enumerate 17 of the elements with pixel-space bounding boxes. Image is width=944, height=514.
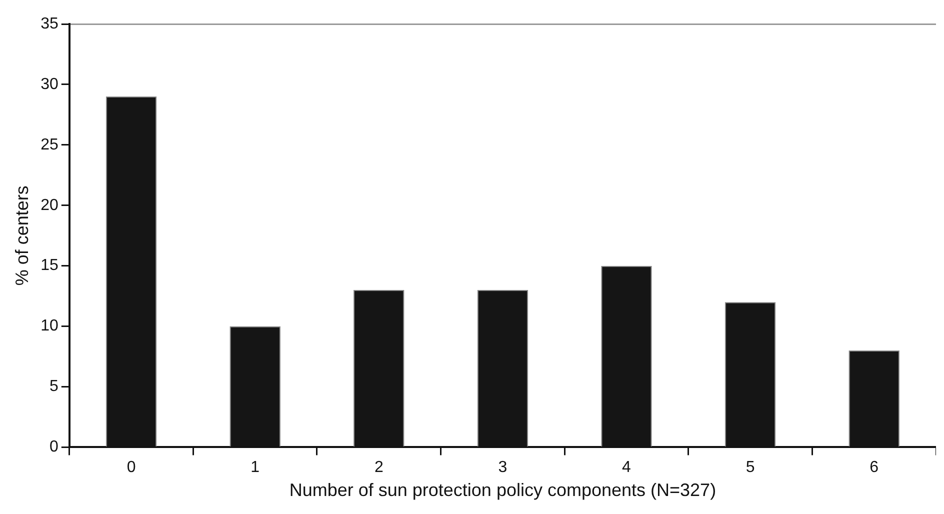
- y-tick-label: 5: [49, 378, 58, 396]
- x-tick-label: 2: [374, 459, 384, 476]
- x-tick-label: 5: [746, 459, 755, 476]
- y-tick-label: 0: [49, 438, 58, 456]
- x-tick-label: 0: [126, 459, 136, 476]
- y-tick-label: 30: [40, 76, 58, 93]
- x-tick-label: 6: [870, 459, 879, 476]
- y-tick-label: 15: [40, 257, 58, 274]
- x-tick-label: 1: [250, 459, 260, 476]
- y-axis-title: % of centers: [12, 186, 32, 286]
- y-tick-label: 20: [40, 196, 58, 214]
- y-tick-label: 35: [40, 15, 58, 32]
- x-axis-title: Number of sun protection policy components (N=327): [289, 480, 716, 500]
- x-tick-label: 4: [622, 459, 632, 476]
- y-tick-label: 10: [40, 318, 58, 335]
- x-tick-label: 3: [498, 459, 508, 476]
- y-tick-label: 25: [40, 136, 58, 154]
